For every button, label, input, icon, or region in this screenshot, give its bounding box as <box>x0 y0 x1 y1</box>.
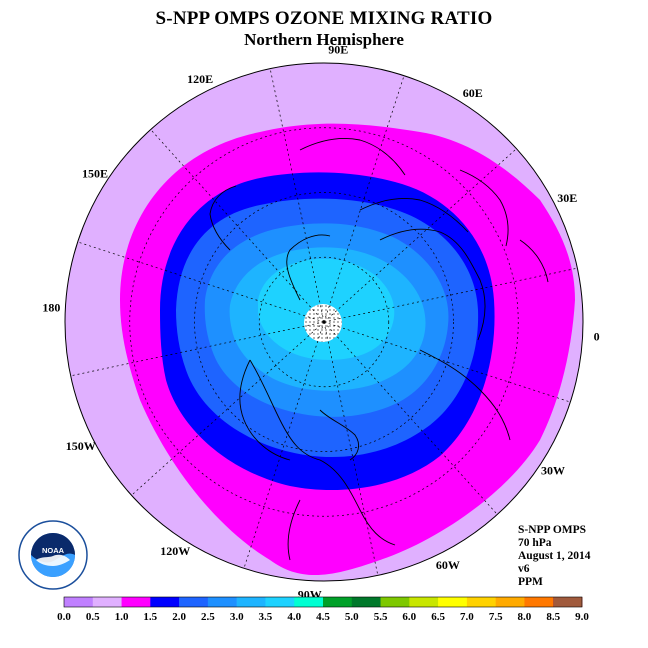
graticule <box>70 68 578 576</box>
longitude-label: 30W <box>541 464 565 478</box>
meridian-line <box>243 321 325 569</box>
info-units: PPM <box>518 576 543 588</box>
meridian-line <box>323 148 517 323</box>
info-instrument: S-NPP OMPS <box>518 524 587 536</box>
latitude-circle <box>129 127 519 517</box>
logo-wordmark: NOAA <box>42 546 65 555</box>
longitude-label: 180 <box>42 301 60 315</box>
longitude-label: 30E <box>557 191 577 205</box>
meridian-line <box>150 129 325 323</box>
latitude-circle <box>194 192 454 452</box>
info-date: August 1, 2014 <box>518 550 591 562</box>
chart-subtitle: Northern Hemisphere <box>244 30 404 49</box>
product-info: S-NPP OMPS 70 hPa August 1, 2014 v6 PPM <box>518 524 591 589</box>
longitude-label: 120W <box>160 544 190 558</box>
map-boundary <box>64 62 584 582</box>
meridian-line <box>269 68 325 323</box>
coastlines <box>209 138 549 561</box>
meridian-line <box>77 241 325 323</box>
meridian-line <box>323 321 498 515</box>
longitude-labels: 90E 60E 30E 0 30W 60W 90W 120W 150W 180 150E 120E <box>42 42 599 601</box>
longitude-label: 150W <box>66 439 96 453</box>
chart-title: S-NPP OMPS OZONE MIXING RATIO <box>155 8 493 29</box>
longitude-label: 60W <box>436 558 460 572</box>
longitude-label: 120E <box>187 72 213 86</box>
meridian-line <box>323 267 578 323</box>
longitude-label: 60E <box>463 86 483 100</box>
noaa-logo: NOAA <box>18 520 88 590</box>
ozone-field <box>65 63 583 581</box>
longitude-label: 90W <box>298 588 322 602</box>
longitude-label: 90E <box>328 42 348 56</box>
info-level: 70 hPa <box>518 537 552 549</box>
meridian-line <box>70 321 325 377</box>
longitude-label: 0 <box>594 329 600 343</box>
meridian-line <box>323 321 571 403</box>
meridian-line <box>323 321 379 576</box>
longitude-label: 150E <box>82 166 108 180</box>
info-version: v6 <box>518 563 530 575</box>
latitude-circle <box>258 256 390 388</box>
meridian-line <box>323 75 405 323</box>
meridian-line <box>131 321 325 496</box>
